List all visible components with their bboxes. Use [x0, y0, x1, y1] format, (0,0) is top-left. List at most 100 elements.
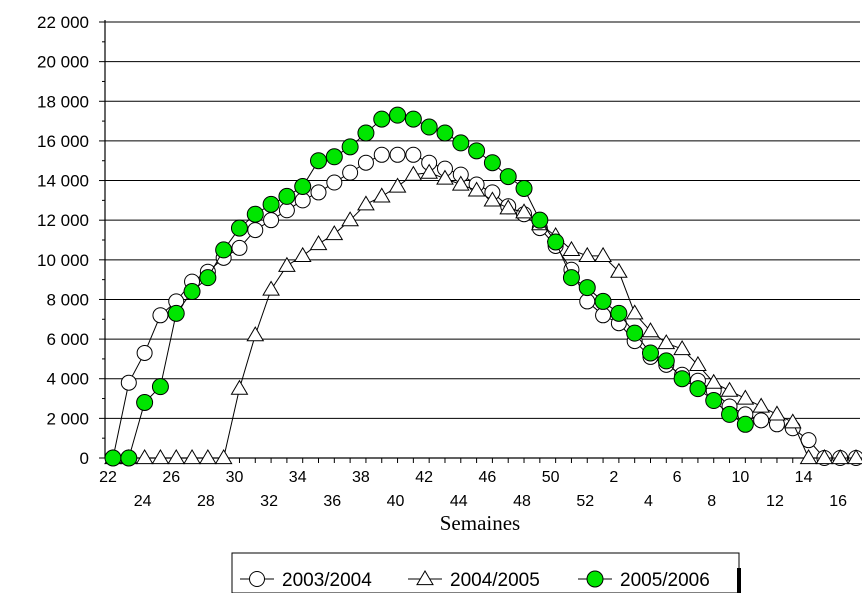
data-point-circle [515, 179, 533, 197]
data-point-circle [389, 146, 406, 163]
data-point-circle [294, 177, 312, 195]
x-tick-label: 10 [731, 469, 749, 486]
data-series [104, 106, 862, 467]
data-point-circle [389, 106, 407, 124]
data-point-triangle [736, 389, 755, 405]
data-point-circle [405, 146, 422, 163]
x-tick-label: 44 [450, 493, 468, 510]
data-point-circle [562, 269, 580, 287]
data-point-triangle [847, 449, 862, 465]
data-point-circle [120, 449, 138, 467]
data-point-circle [325, 148, 343, 166]
data-point-circle [547, 233, 565, 251]
data-point-circle [357, 154, 374, 171]
data-point-circle [326, 174, 343, 191]
data-point-circle [373, 146, 390, 163]
data-point-circle [151, 378, 169, 396]
data-point-circle [247, 222, 264, 239]
data-point-triangle [467, 181, 486, 197]
data-point-circle [578, 279, 596, 297]
data-point-circle [231, 239, 248, 256]
data-point-triangle [293, 246, 312, 262]
data-point-circle [136, 394, 154, 412]
data-point-triangle [436, 169, 454, 185]
data-point-circle [341, 138, 359, 156]
data-point-triangle [357, 195, 375, 211]
data-point-triangle [198, 449, 217, 465]
data-point-circle [689, 380, 707, 398]
data-point-circle [263, 212, 280, 229]
data-point-triangle [641, 322, 660, 338]
y-tick-label: 2 000 [46, 409, 89, 428]
data-point-circle [136, 344, 153, 361]
y-tick-label: 4 000 [46, 370, 89, 389]
data-point-triangle [420, 163, 439, 179]
data-point-triangle [135, 449, 154, 465]
data-point-circle [152, 307, 169, 324]
data-point-triangle [752, 397, 771, 413]
data-point-circle [104, 449, 122, 467]
x-tick-label: 48 [513, 493, 531, 510]
data-point-circle [673, 370, 691, 388]
y-tick-label: 14 000 [37, 172, 89, 191]
data-point-triangle [625, 304, 644, 320]
data-point-circle [342, 164, 359, 181]
y-tick-label: 0 [80, 449, 89, 468]
x-tick-label: 6 [673, 469, 682, 486]
x-tick-label: 30 [226, 469, 244, 486]
data-point-triangle [214, 449, 233, 465]
data-point-triangle [372, 187, 391, 203]
horizontal-gridlines [105, 21, 860, 419]
data-point-circle [483, 154, 501, 172]
data-point-triangle [246, 326, 265, 342]
x-tick-label: 38 [352, 469, 370, 486]
data-point-circle [586, 570, 604, 588]
data-point-triangle [578, 246, 597, 262]
data-point-triangle [325, 225, 344, 241]
data-point-triangle [783, 413, 802, 429]
data-point-circle [310, 152, 328, 170]
x-tick-label: 40 [387, 493, 405, 510]
x-tick-label: 12 [766, 493, 784, 510]
data-point-triangle [404, 165, 423, 181]
data-point-triangle [183, 449, 201, 465]
data-point-circle [531, 211, 549, 229]
legend-label: 2003/2004 [282, 570, 372, 591]
data-point-triangle [416, 570, 434, 586]
data-point-circle [404, 110, 422, 128]
data-point-circle [641, 344, 659, 362]
data-point-triangle [309, 234, 328, 251]
data-point-circle [183, 283, 201, 301]
data-point-triangle [483, 191, 502, 207]
data-point-triangle [167, 449, 186, 465]
y-tick-label: 16 000 [37, 132, 89, 151]
data-point-triangle [230, 379, 249, 395]
data-point-triangle [388, 177, 407, 193]
x-tick-label: 46 [479, 469, 497, 486]
data-point-triangle [720, 381, 739, 397]
data-point-triangle [341, 211, 360, 227]
data-point-circle [753, 412, 770, 429]
x-tick-label: 4 [644, 493, 653, 510]
y-tick-label: 20 000 [37, 53, 89, 72]
data-point-triangle [515, 203, 533, 219]
data-point-triangle [689, 355, 707, 371]
series-2004-2005 [104, 163, 862, 465]
data-point-triangle [151, 449, 170, 465]
data-point-circle [246, 205, 264, 223]
data-point-triangle [799, 449, 818, 465]
data-point-circle [420, 118, 438, 136]
data-point-triangle [594, 246, 612, 262]
y-tick-label: 10 000 [37, 251, 89, 270]
data-point-circle [579, 293, 596, 310]
data-point-circle [721, 405, 739, 423]
series-2005-2006 [104, 106, 754, 467]
y-tick-label: 22 000 [37, 13, 89, 32]
data-point-circle [230, 219, 248, 237]
legend-label: 2005/2006 [620, 570, 710, 591]
data-point-triangle [768, 405, 786, 421]
data-point-circle [167, 304, 185, 322]
data-point-triangle [609, 262, 628, 278]
data-point-circle [626, 324, 644, 342]
